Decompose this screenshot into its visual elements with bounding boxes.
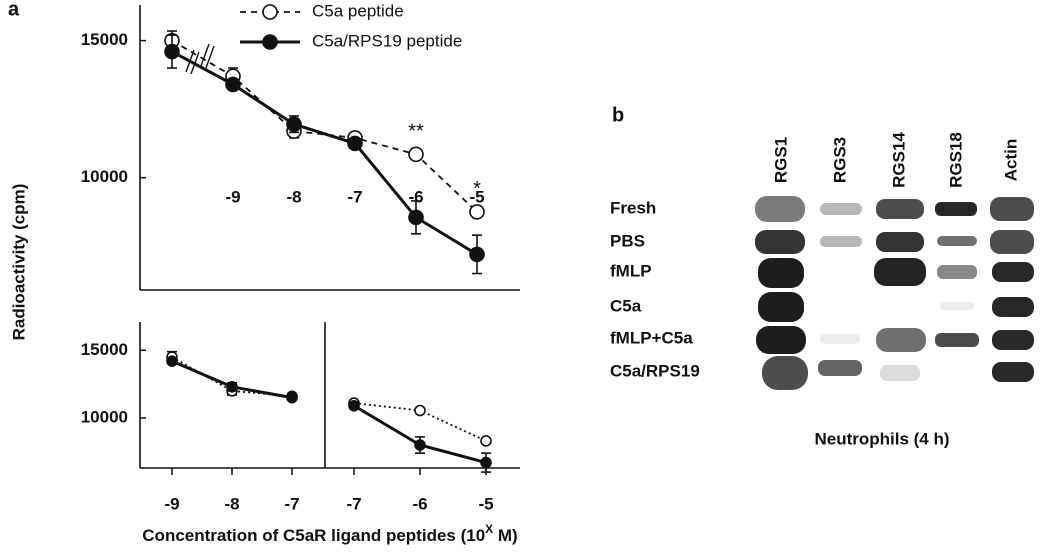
band: [758, 258, 804, 288]
y-tick-label: 15000: [81, 340, 128, 359]
x-tick-label: -5: [469, 187, 484, 206]
marker: [225, 76, 241, 93]
band: [992, 262, 1034, 282]
band: [818, 360, 862, 376]
blot-row-label: fMLP: [610, 261, 652, 280]
annotation: **: [408, 121, 424, 143]
panel-letter: a: [8, 0, 20, 20]
band: [755, 230, 805, 254]
marker: [347, 135, 363, 152]
band: [756, 326, 806, 354]
band: [876, 232, 924, 252]
x-axis-label-end: M): [493, 526, 518, 545]
marker: [286, 116, 302, 133]
blot-row-label: C5a/RPS19: [610, 361, 700, 380]
blot-row-label: fMLP+C5a: [610, 328, 693, 347]
blot-column-label: RGS18: [946, 132, 965, 188]
marker: [166, 355, 178, 367]
marker: [480, 435, 492, 447]
series-line: [171, 50, 478, 256]
x-tick-label: -5: [478, 494, 493, 513]
band: [820, 203, 862, 215]
marker: [348, 399, 360, 412]
legend-label: C5a peptide: [312, 1, 404, 20]
band: [876, 328, 926, 352]
marker: [414, 439, 426, 451]
marker: [226, 381, 238, 393]
band: [820, 236, 862, 247]
marker: [408, 146, 424, 163]
band: [992, 362, 1034, 382]
annotation: *: [473, 178, 481, 200]
blot-row-label: C5a: [610, 296, 642, 315]
band: [992, 297, 1034, 317]
y-tick-label: 10000: [81, 167, 128, 186]
marker: [164, 43, 180, 60]
blot-row-label: Fresh: [610, 198, 656, 217]
legend-marker: [262, 34, 278, 50]
band: [990, 197, 1034, 221]
band: [935, 202, 977, 216]
blot-caption: Neutrophils (4 h): [814, 429, 949, 448]
marker: [480, 456, 492, 469]
y-tick-label: 10000: [81, 407, 128, 426]
y-axis-label: Radioactivity (cpm): [9, 184, 28, 341]
band: [937, 265, 977, 279]
band: [874, 258, 926, 286]
y-tick-label: 15000: [81, 30, 128, 49]
x-axis-label: Concentration of C5aR ligand peptides (1…: [142, 522, 517, 545]
x-axis-label-exp: X: [485, 522, 493, 536]
blot-column-label: RGS14: [889, 132, 908, 188]
band: [758, 292, 804, 322]
band: [937, 236, 977, 246]
x-tick-label: -7: [284, 494, 299, 513]
band: [935, 333, 979, 347]
x-tick-label: -9: [225, 187, 240, 206]
x-tick-label: -6: [412, 494, 427, 513]
band: [762, 356, 808, 390]
x-tick-label: -7: [346, 494, 361, 513]
x-tick-label: -8: [224, 494, 239, 513]
blot-column-label: RGS3: [830, 137, 849, 183]
marker: [469, 204, 485, 220]
band: [990, 230, 1034, 254]
band: [876, 199, 924, 219]
legend-label: C5a/RPS19 peptide: [312, 31, 462, 50]
x-axis-label-text: Concentration of C5aR ligand peptides (1…: [142, 526, 485, 545]
band: [880, 365, 920, 381]
panel-letter: b: [612, 104, 624, 126]
band: [755, 196, 805, 222]
blot: [755, 196, 1034, 390]
legend-marker: [262, 4, 278, 20]
marker: [286, 391, 298, 404]
marker: [469, 246, 485, 263]
marker: [414, 404, 426, 417]
band: [992, 330, 1034, 350]
band: [820, 334, 860, 344]
blot-row-label: PBS: [610, 231, 645, 250]
blot-column-label: Actin: [1001, 139, 1020, 182]
axis-break: [185, 43, 215, 75]
marker: [408, 209, 424, 226]
band: [940, 302, 974, 310]
blot-column-label: RGS1: [771, 137, 790, 183]
x-tick-label: -7: [347, 187, 362, 206]
series-line: [171, 39, 478, 213]
x-tick-label: -9: [164, 494, 179, 513]
x-tick-label: -8: [286, 187, 301, 206]
